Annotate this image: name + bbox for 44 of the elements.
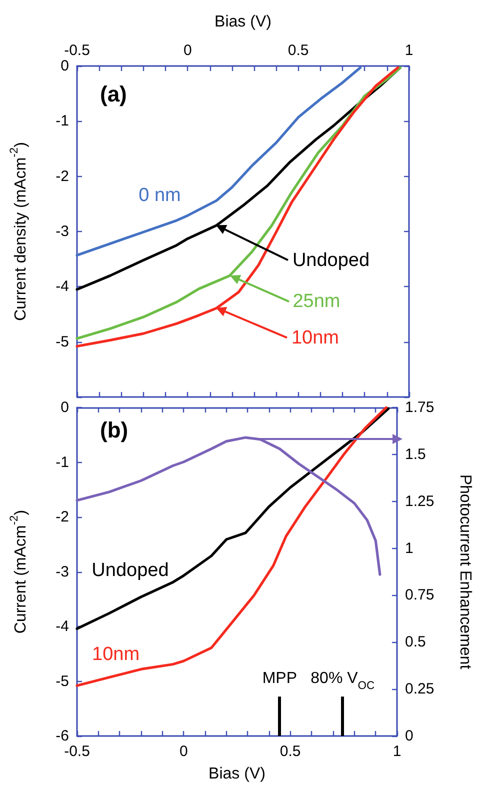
text: (b) bbox=[100, 418, 128, 442]
x-tick-label: -0.5 bbox=[64, 743, 90, 760]
x-tick-label: 0 bbox=[179, 743, 188, 760]
y-tick-label: 0 bbox=[60, 399, 69, 416]
y2-axis-title: Photocurrent Enhancement bbox=[456, 474, 474, 670]
ref-line-label: MPP bbox=[262, 670, 298, 688]
y-tick-label: -5 bbox=[56, 333, 69, 350]
y-tick-label: -4 bbox=[56, 618, 69, 635]
y2-tick-label: 0.75 bbox=[405, 586, 434, 604]
y-tick-label: -6 bbox=[56, 728, 69, 744]
y-tick-label: -3 bbox=[56, 223, 69, 240]
y-tick-label: -3 bbox=[56, 563, 69, 580]
x-axis-title: Bias (V) bbox=[208, 766, 266, 782]
x-tick-label: 0.5 bbox=[280, 743, 301, 760]
y2-tick-label: 0 bbox=[405, 728, 414, 744]
x-tick-label: 0.5 bbox=[288, 42, 309, 59]
x-tick-label: 1 bbox=[404, 42, 414, 59]
y-tick-label: -1 bbox=[56, 454, 69, 471]
x-tick-label: 1 bbox=[392, 743, 402, 760]
y2-tick-label: 1.25 bbox=[405, 492, 434, 510]
y-axis-title: Current density (mAcm-2) bbox=[8, 142, 30, 321]
series-label: 0 nm bbox=[138, 184, 181, 206]
x-tick-label: 0 bbox=[183, 42, 192, 59]
legend-label: 25nm bbox=[292, 291, 340, 312]
y-tick-label: -2 bbox=[56, 168, 69, 185]
y2-tick-label: 0.5 bbox=[405, 634, 426, 651]
y2-tick-label: 1.5 bbox=[405, 446, 426, 463]
series-label: Undoped bbox=[92, 560, 169, 582]
y2-tick-label: 1 bbox=[405, 540, 414, 557]
y-tick-label: 0 bbox=[60, 58, 69, 74]
y-axis-title: Current (mAcm-2) bbox=[8, 510, 30, 634]
x-tick-label: -0.5 bbox=[64, 42, 90, 59]
y2-tick-label: 0.25 bbox=[405, 680, 434, 698]
text: 10nm bbox=[291, 328, 339, 349]
y-tick-label: -5 bbox=[56, 672, 69, 690]
line-series bbox=[76, 407, 390, 630]
series-label: 10nm bbox=[92, 644, 140, 665]
y-tick-label: -1 bbox=[56, 112, 69, 130]
y-tick-label: -2 bbox=[56, 508, 69, 526]
y2-tick-label: 1.75 bbox=[405, 399, 434, 416]
text: Undoped bbox=[292, 250, 370, 271]
text: (a) bbox=[100, 82, 127, 106]
y-tick-label: -4 bbox=[56, 278, 69, 296]
x-axis-title: Bias (V) bbox=[214, 14, 272, 30]
